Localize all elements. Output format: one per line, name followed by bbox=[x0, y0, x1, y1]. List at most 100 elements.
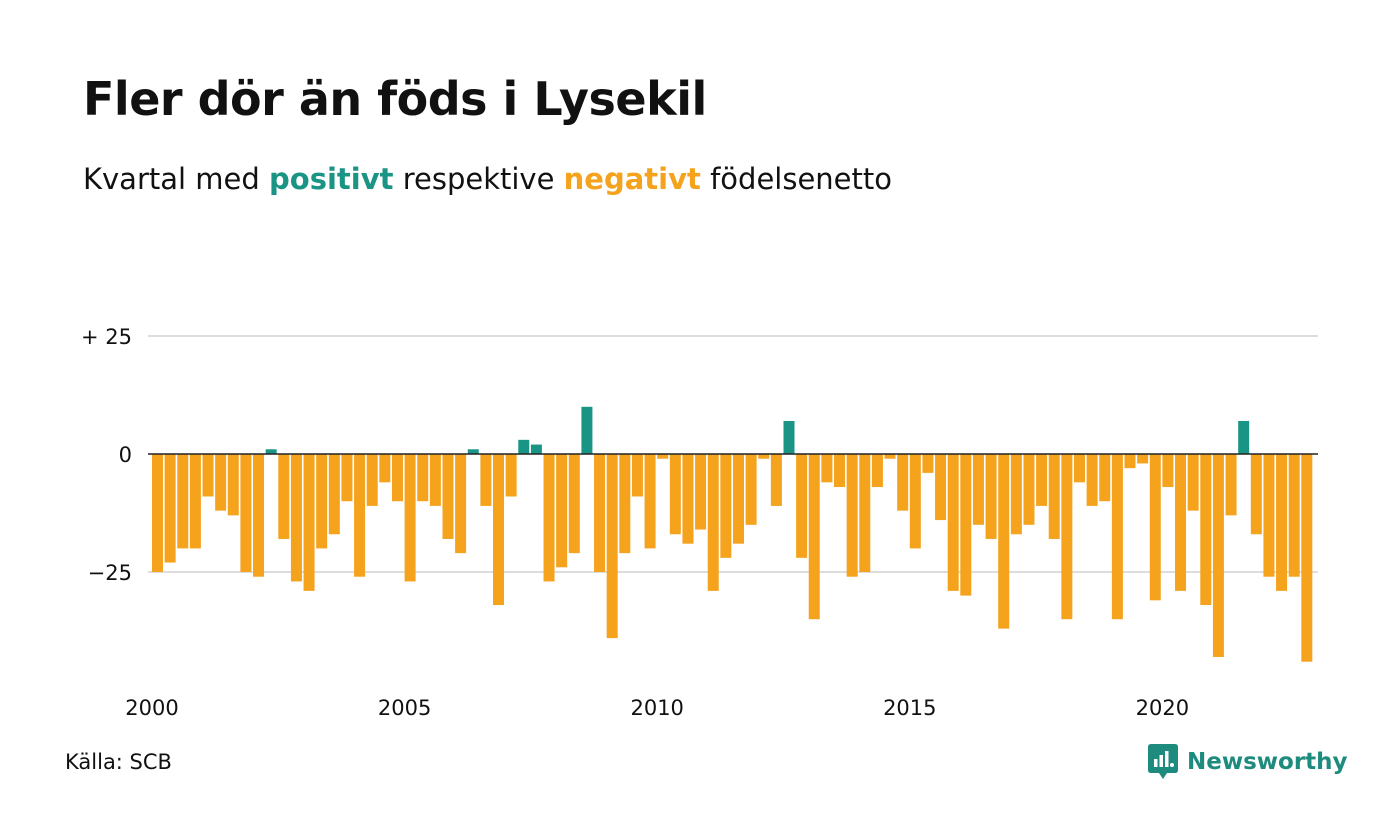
bar-negative bbox=[202, 454, 214, 497]
bar-negative bbox=[303, 454, 315, 591]
bar-negative bbox=[177, 454, 189, 549]
bar-negative bbox=[328, 454, 340, 535]
y-axis-ticks: + 25 0 −25 bbox=[81, 325, 132, 585]
bar-positive bbox=[783, 420, 795, 454]
bar-negative bbox=[1225, 454, 1237, 516]
bar-negative bbox=[493, 454, 505, 606]
bar-negative bbox=[152, 454, 163, 572]
bar-negative bbox=[240, 454, 252, 572]
bar-negative bbox=[1301, 454, 1313, 662]
bar-positive bbox=[581, 406, 593, 454]
bar-negative bbox=[834, 454, 846, 488]
bar-negative bbox=[379, 454, 391, 483]
bar-negative bbox=[1111, 454, 1123, 620]
bar-negative bbox=[897, 454, 909, 511]
bar-negative bbox=[631, 454, 643, 497]
bar-negative bbox=[341, 454, 353, 502]
bar-negative bbox=[859, 454, 871, 572]
bar-negative bbox=[290, 454, 302, 582]
bar-negative bbox=[366, 454, 378, 506]
bar-negative bbox=[669, 454, 681, 535]
bar-negative bbox=[720, 454, 732, 558]
y-tick-label: + 25 bbox=[81, 325, 132, 349]
x-axis-ticks: 2000 2005 2010 2015 2020 bbox=[125, 696, 1189, 720]
bar-negative bbox=[1250, 454, 1262, 535]
bar-negative bbox=[1212, 454, 1224, 657]
source-label: Källa: SCB bbox=[65, 750, 172, 774]
y-tick-label: −25 bbox=[88, 561, 132, 585]
bar-negative bbox=[568, 454, 580, 554]
bar-negative bbox=[455, 454, 467, 554]
bar-negative bbox=[594, 454, 606, 572]
bar-negative bbox=[354, 454, 366, 577]
bar-negative bbox=[960, 454, 972, 596]
x-tick-label: 2015 bbox=[883, 696, 936, 720]
bar-negative bbox=[998, 454, 1010, 629]
bar-negative bbox=[543, 454, 555, 582]
bar-negative bbox=[1175, 454, 1187, 591]
bar-negative bbox=[972, 454, 984, 525]
x-tick-label: 2005 bbox=[378, 696, 431, 720]
bar-negative bbox=[1149, 454, 1161, 601]
bar-negative bbox=[1200, 454, 1212, 606]
bar-negative bbox=[1048, 454, 1060, 539]
bar-negative bbox=[1099, 454, 1111, 502]
bar-negative bbox=[871, 454, 883, 488]
bar-negative bbox=[1276, 454, 1288, 591]
bar-negative bbox=[505, 454, 517, 497]
bar-negative bbox=[1124, 454, 1136, 469]
bar-negative bbox=[1086, 454, 1098, 506]
bar-negative bbox=[391, 454, 403, 502]
chart-subtitle: Kvartal med positivt respektive negativt… bbox=[83, 162, 892, 196]
bar-negative bbox=[644, 454, 656, 549]
subtitle-prefix: Kvartal med bbox=[83, 162, 260, 196]
bar-negative bbox=[770, 454, 782, 506]
bar-negative bbox=[1288, 454, 1300, 577]
chart-title: Fler dör än föds i Lysekil bbox=[83, 72, 707, 126]
bar-negative bbox=[164, 454, 176, 563]
bar-positive bbox=[467, 449, 479, 454]
grid-lines bbox=[148, 335, 1318, 573]
bar-negative bbox=[1023, 454, 1035, 525]
x-tick-label: 2020 bbox=[1136, 696, 1189, 720]
bar-negative bbox=[745, 454, 757, 525]
bar-negative bbox=[316, 454, 328, 549]
bar-negative bbox=[253, 454, 265, 577]
bar-negative bbox=[442, 454, 454, 539]
bar-negative bbox=[619, 454, 631, 554]
bar-negative bbox=[1036, 454, 1048, 506]
y-tick-label: 0 bbox=[119, 443, 132, 467]
brand-logo: Newsworthy bbox=[1148, 744, 1348, 780]
bar-negative bbox=[556, 454, 568, 568]
bar-positive bbox=[265, 449, 277, 454]
bar-negative bbox=[1263, 454, 1275, 577]
newsworthy-logo-icon bbox=[1148, 744, 1178, 779]
bar-negative bbox=[227, 454, 239, 516]
bar-negative bbox=[417, 454, 429, 502]
bar-negative bbox=[695, 454, 707, 530]
bar-negative bbox=[1137, 454, 1149, 464]
x-tick-label: 2000 bbox=[125, 696, 178, 720]
bar-negative bbox=[846, 454, 858, 577]
bar-negative bbox=[1162, 454, 1174, 488]
bar-negative bbox=[189, 454, 201, 549]
bar-positive bbox=[518, 439, 530, 454]
bar-negative bbox=[947, 454, 959, 591]
bar-negative bbox=[480, 454, 492, 506]
bar-negative bbox=[758, 454, 770, 459]
bar-negative bbox=[909, 454, 921, 549]
bar-negative bbox=[429, 454, 441, 506]
bar-negative bbox=[732, 454, 744, 544]
bar-negative bbox=[404, 454, 416, 582]
bar-positive bbox=[1238, 420, 1250, 454]
bar-negative bbox=[1073, 454, 1085, 483]
bar-positive bbox=[530, 444, 542, 454]
subtitle-negative-word: negativt bbox=[563, 162, 701, 196]
subtitle-middle: respektive bbox=[402, 162, 555, 196]
subtitle-positive-word: positivt bbox=[269, 162, 394, 196]
bar-negative bbox=[707, 454, 719, 591]
bar-negative bbox=[606, 454, 618, 639]
bar-negative bbox=[821, 454, 833, 483]
brand-name: Newsworthy bbox=[1187, 749, 1348, 775]
